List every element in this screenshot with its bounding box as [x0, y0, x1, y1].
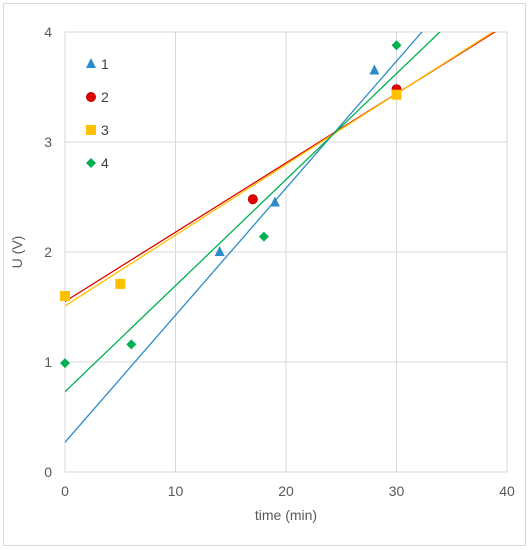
trendline-series-3: [65, 32, 495, 307]
legend-marker-series-4: [86, 158, 96, 168]
legend-label-series-1: 1: [101, 56, 109, 72]
x-tick-label: 20: [278, 483, 294, 499]
y-tick-label: 4: [44, 24, 52, 40]
x-tick-label: 0: [61, 483, 69, 499]
data-point-series-3: [115, 278, 126, 289]
x-axis-title: time (min): [255, 507, 317, 523]
data-point-series-3: [391, 89, 402, 100]
y-axis-title: U (V): [9, 236, 25, 269]
x-tick-label: 40: [499, 483, 515, 499]
data-point-series-4: [258, 231, 269, 242]
y-tick-label: 3: [44, 134, 52, 150]
trendline-series-1: [65, 32, 423, 443]
data-point-series-1: [269, 196, 280, 207]
trendline-series-4: [65, 32, 441, 393]
data-points: [60, 40, 402, 369]
legend-marker-series-3: [86, 125, 96, 135]
legend-marker-series-1: [86, 58, 96, 68]
legend: 1 2 3 4: [86, 56, 109, 171]
grid: [64, 31, 508, 473]
x-tick-label: 10: [168, 483, 184, 499]
trendlines: [65, 32, 496, 443]
data-point-series-4: [60, 358, 70, 369]
data-point-series-4: [126, 339, 137, 350]
y-tick-label: 1: [44, 354, 52, 370]
y-tick-label: 0: [44, 464, 52, 480]
y-tick-label: 2: [44, 244, 52, 260]
data-point-series-1: [369, 64, 380, 75]
tick-labels: 0 10 20 30 40 0 1 2 3 4: [44, 24, 515, 499]
data-point-series-4: [391, 40, 402, 51]
x-tick-label: 30: [389, 483, 405, 499]
legend-label-series-4: 4: [101, 155, 109, 171]
legend-label-series-3: 3: [101, 122, 109, 138]
legend-marker-series-2: [86, 92, 96, 102]
data-point-series-1: [214, 246, 225, 256]
data-point-series-3: [60, 291, 70, 301]
data-point-series-2: [247, 194, 258, 205]
legend-label-series-2: 2: [101, 89, 109, 105]
